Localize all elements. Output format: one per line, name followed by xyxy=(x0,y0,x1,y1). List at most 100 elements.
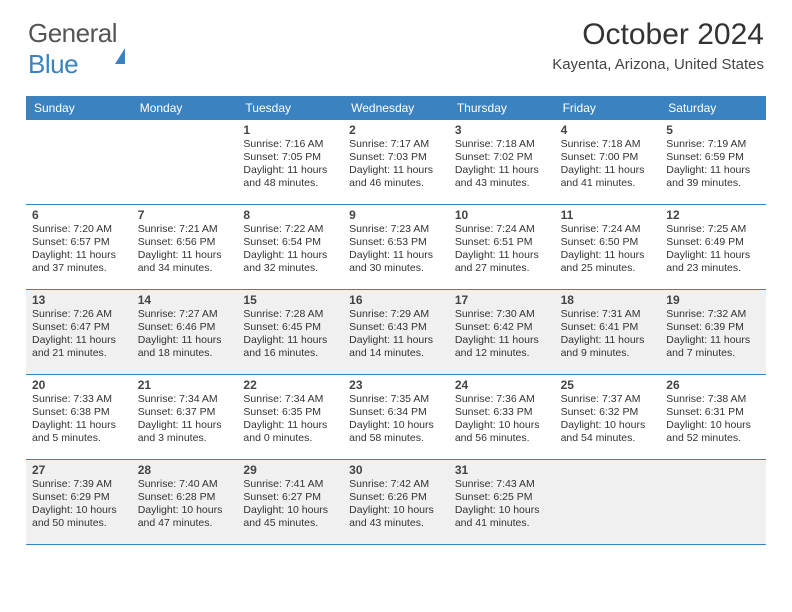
day-header-cell: Saturday xyxy=(660,96,766,120)
daylight-text: Daylight: 11 hours and 37 minutes. xyxy=(32,249,126,275)
sunset-text: Sunset: 6:49 PM xyxy=(666,236,760,249)
day-info: Sunrise: 7:37 AMSunset: 6:32 PMDaylight:… xyxy=(561,393,655,446)
day-info: Sunrise: 7:35 AMSunset: 6:34 PMDaylight:… xyxy=(349,393,443,446)
weeks-container: 1Sunrise: 7:16 AMSunset: 7:05 PMDaylight… xyxy=(26,120,766,545)
daylight-text: Daylight: 11 hours and 9 minutes. xyxy=(561,334,655,360)
daylight-text: Daylight: 11 hours and 34 minutes. xyxy=(138,249,232,275)
calendar-cell: 22Sunrise: 7:34 AMSunset: 6:35 PMDayligh… xyxy=(237,375,343,459)
sunrise-text: Sunrise: 7:24 AM xyxy=(561,223,655,236)
daylight-text: Daylight: 10 hours and 50 minutes. xyxy=(32,504,126,530)
calendar-week: 13Sunrise: 7:26 AMSunset: 6:47 PMDayligh… xyxy=(26,290,766,375)
sunset-text: Sunset: 6:33 PM xyxy=(455,406,549,419)
sunrise-text: Sunrise: 7:16 AM xyxy=(243,138,337,151)
sunrise-text: Sunrise: 7:19 AM xyxy=(666,138,760,151)
daylight-text: Daylight: 11 hours and 5 minutes. xyxy=(32,419,126,445)
calendar-cell: 11Sunrise: 7:24 AMSunset: 6:50 PMDayligh… xyxy=(555,205,661,289)
day-number: 27 xyxy=(32,463,126,477)
calendar-week: 20Sunrise: 7:33 AMSunset: 6:38 PMDayligh… xyxy=(26,375,766,460)
sunrise-text: Sunrise: 7:23 AM xyxy=(349,223,443,236)
day-number: 31 xyxy=(455,463,549,477)
sunset-text: Sunset: 6:53 PM xyxy=(349,236,443,249)
calendar-cell: 3Sunrise: 7:18 AMSunset: 7:02 PMDaylight… xyxy=(449,120,555,204)
daylight-text: Daylight: 11 hours and 27 minutes. xyxy=(455,249,549,275)
day-number: 19 xyxy=(666,293,760,307)
logo-part1: General xyxy=(28,18,117,48)
calendar-cell: 29Sunrise: 7:41 AMSunset: 6:27 PMDayligh… xyxy=(237,460,343,544)
logo: General Blue xyxy=(28,18,125,80)
sunset-text: Sunset: 6:42 PM xyxy=(455,321,549,334)
day-number: 30 xyxy=(349,463,443,477)
sunset-text: Sunset: 6:51 PM xyxy=(455,236,549,249)
daylight-text: Daylight: 10 hours and 58 minutes. xyxy=(349,419,443,445)
daylight-text: Daylight: 11 hours and 30 minutes. xyxy=(349,249,443,275)
daylight-text: Daylight: 11 hours and 7 minutes. xyxy=(666,334,760,360)
sunrise-text: Sunrise: 7:38 AM xyxy=(666,393,760,406)
daylight-text: Daylight: 11 hours and 21 minutes. xyxy=(32,334,126,360)
day-header-row: Sunday Monday Tuesday Wednesday Thursday… xyxy=(26,96,766,120)
sunset-text: Sunset: 6:54 PM xyxy=(243,236,337,249)
day-info: Sunrise: 7:17 AMSunset: 7:03 PMDaylight:… xyxy=(349,138,443,191)
sunset-text: Sunset: 7:03 PM xyxy=(349,151,443,164)
day-number: 8 xyxy=(243,208,337,222)
day-number: 18 xyxy=(561,293,655,307)
day-number: 13 xyxy=(32,293,126,307)
sunset-text: Sunset: 7:02 PM xyxy=(455,151,549,164)
day-number: 2 xyxy=(349,123,443,137)
sunrise-text: Sunrise: 7:18 AM xyxy=(561,138,655,151)
sunrise-text: Sunrise: 7:41 AM xyxy=(243,478,337,491)
daylight-text: Daylight: 10 hours and 45 minutes. xyxy=(243,504,337,530)
day-info: Sunrise: 7:31 AMSunset: 6:41 PMDaylight:… xyxy=(561,308,655,361)
calendar: Sunday Monday Tuesday Wednesday Thursday… xyxy=(26,96,766,545)
day-number: 12 xyxy=(666,208,760,222)
calendar-cell: 2Sunrise: 7:17 AMSunset: 7:03 PMDaylight… xyxy=(343,120,449,204)
day-number: 17 xyxy=(455,293,549,307)
day-info: Sunrise: 7:29 AMSunset: 6:43 PMDaylight:… xyxy=(349,308,443,361)
calendar-cell xyxy=(26,120,132,204)
calendar-cell: 6Sunrise: 7:20 AMSunset: 6:57 PMDaylight… xyxy=(26,205,132,289)
sunrise-text: Sunrise: 7:36 AM xyxy=(455,393,549,406)
sunset-text: Sunset: 6:34 PM xyxy=(349,406,443,419)
calendar-cell: 5Sunrise: 7:19 AMSunset: 6:59 PMDaylight… xyxy=(660,120,766,204)
day-number: 20 xyxy=(32,378,126,392)
daylight-text: Daylight: 11 hours and 18 minutes. xyxy=(138,334,232,360)
calendar-cell: 23Sunrise: 7:35 AMSunset: 6:34 PMDayligh… xyxy=(343,375,449,459)
calendar-cell: 16Sunrise: 7:29 AMSunset: 6:43 PMDayligh… xyxy=(343,290,449,374)
daylight-text: Daylight: 11 hours and 3 minutes. xyxy=(138,419,232,445)
sunrise-text: Sunrise: 7:31 AM xyxy=(561,308,655,321)
calendar-cell: 31Sunrise: 7:43 AMSunset: 6:25 PMDayligh… xyxy=(449,460,555,544)
sunrise-text: Sunrise: 7:35 AM xyxy=(349,393,443,406)
sunset-text: Sunset: 6:47 PM xyxy=(32,321,126,334)
calendar-cell: 28Sunrise: 7:40 AMSunset: 6:28 PMDayligh… xyxy=(132,460,238,544)
calendar-cell: 13Sunrise: 7:26 AMSunset: 6:47 PMDayligh… xyxy=(26,290,132,374)
day-info: Sunrise: 7:36 AMSunset: 6:33 PMDaylight:… xyxy=(455,393,549,446)
day-number: 6 xyxy=(32,208,126,222)
sunset-text: Sunset: 6:46 PM xyxy=(138,321,232,334)
sunrise-text: Sunrise: 7:32 AM xyxy=(666,308,760,321)
sunrise-text: Sunrise: 7:20 AM xyxy=(32,223,126,236)
sunset-text: Sunset: 6:39 PM xyxy=(666,321,760,334)
calendar-cell: 25Sunrise: 7:37 AMSunset: 6:32 PMDayligh… xyxy=(555,375,661,459)
calendar-cell: 21Sunrise: 7:34 AMSunset: 6:37 PMDayligh… xyxy=(132,375,238,459)
sunrise-text: Sunrise: 7:34 AM xyxy=(138,393,232,406)
calendar-week: 1Sunrise: 7:16 AMSunset: 7:05 PMDaylight… xyxy=(26,120,766,205)
calendar-cell: 17Sunrise: 7:30 AMSunset: 6:42 PMDayligh… xyxy=(449,290,555,374)
day-number: 25 xyxy=(561,378,655,392)
day-info: Sunrise: 7:18 AMSunset: 7:02 PMDaylight:… xyxy=(455,138,549,191)
day-number: 16 xyxy=(349,293,443,307)
day-info: Sunrise: 7:24 AMSunset: 6:50 PMDaylight:… xyxy=(561,223,655,276)
calendar-cell: 24Sunrise: 7:36 AMSunset: 6:33 PMDayligh… xyxy=(449,375,555,459)
sunset-text: Sunset: 6:50 PM xyxy=(561,236,655,249)
calendar-cell xyxy=(660,460,766,544)
day-info: Sunrise: 7:40 AMSunset: 6:28 PMDaylight:… xyxy=(138,478,232,531)
day-header-cell: Tuesday xyxy=(237,96,343,120)
sunset-text: Sunset: 6:41 PM xyxy=(561,321,655,334)
sunrise-text: Sunrise: 7:21 AM xyxy=(138,223,232,236)
sunrise-text: Sunrise: 7:22 AM xyxy=(243,223,337,236)
daylight-text: Daylight: 11 hours and 23 minutes. xyxy=(666,249,760,275)
logo-triangle-icon xyxy=(115,18,125,64)
sunrise-text: Sunrise: 7:18 AM xyxy=(455,138,549,151)
location-label: Kayenta, Arizona, United States xyxy=(552,56,764,73)
calendar-cell: 1Sunrise: 7:16 AMSunset: 7:05 PMDaylight… xyxy=(237,120,343,204)
day-info: Sunrise: 7:19 AMSunset: 6:59 PMDaylight:… xyxy=(666,138,760,191)
sunset-text: Sunset: 6:28 PM xyxy=(138,491,232,504)
